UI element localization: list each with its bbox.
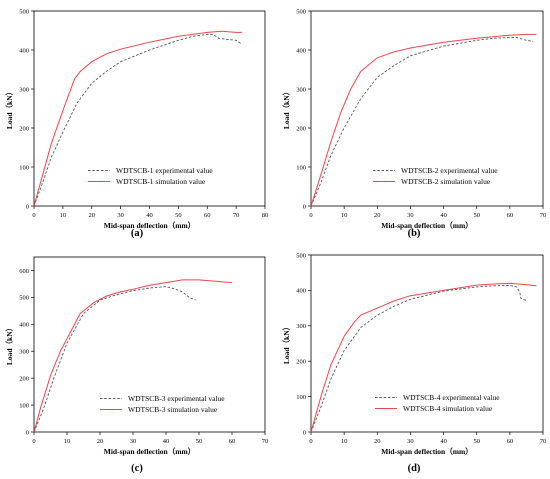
experimental-series-line: [33, 33, 243, 207]
x-tick-label: 0: [309, 212, 312, 219]
legend-label: WDTSCB-3 simulation value: [128, 405, 218, 414]
x-tick-label: 0: [309, 438, 312, 445]
x-tick-label: 20: [374, 438, 381, 445]
x-tick-label: 70: [233, 212, 240, 219]
experimental-series-line: [310, 284, 527, 433]
panel-label: (b): [408, 228, 421, 239]
x-tick-label: 20: [97, 438, 104, 445]
y-tick-label: 300: [296, 323, 306, 330]
simulation-series-line: [33, 279, 233, 433]
y-tick-label: 400: [296, 47, 306, 54]
x-tick-label: 10: [60, 212, 67, 219]
y-tick-label: 0: [303, 429, 306, 436]
y-tick-label: 100: [296, 164, 306, 171]
y-tick-label: 600: [19, 268, 29, 275]
plot-frame: [310, 254, 544, 433]
y-tick-label: 100: [19, 402, 29, 409]
y-tick-label: 300: [19, 86, 29, 93]
x-tick-label: 60: [204, 212, 211, 219]
experimental-series-line: [33, 286, 196, 433]
y-axis-label: Load（kN）: [281, 88, 291, 129]
x-tick-label: 60: [507, 438, 514, 445]
x-axis-label: Mid-span deflection（mm）: [381, 220, 472, 230]
simulation-series-line: [310, 282, 537, 433]
y-tick-label: 400: [19, 322, 29, 329]
simulation-series-line: [310, 33, 537, 207]
panel-label: (c): [131, 463, 143, 474]
x-axis-label: Mid-span deflection（mm）: [104, 446, 195, 456]
x-tick-label: 50: [473, 212, 480, 219]
x-tick-label: 30: [407, 212, 414, 219]
x-tick-label: 0: [32, 212, 35, 219]
x-tick-label: 70: [540, 438, 547, 445]
simulation-series-line: [33, 30, 242, 207]
legend-label: WDTSCB-4 experimental value: [403, 393, 500, 402]
x-tick-label: 50: [196, 438, 203, 445]
x-tick-label: 10: [64, 438, 71, 445]
x-tick-label: 20: [374, 212, 381, 219]
x-tick-label: 40: [163, 438, 170, 445]
y-tick-label: 500: [19, 295, 29, 302]
chart-panel-2: 0 10 20 30 40 50 60 70 0 100 200 300 400 500 Mid-span …: [281, 8, 546, 239]
x-tick-label: 40: [146, 212, 153, 219]
x-tick-label: 40: [440, 212, 447, 219]
x-tick-label: 30: [130, 438, 137, 445]
legend-label: WDTSCB-3 experimental value: [128, 394, 225, 403]
panel-label: (d): [408, 463, 421, 474]
x-tick-label: 50: [175, 212, 182, 219]
y-tick-label: 0: [26, 203, 29, 210]
chart-panel-4: 0 10 20 30 40 50 60 70 0 100 200 300 400 500 Mid-span …: [281, 252, 546, 474]
x-tick-label: 60: [229, 438, 236, 445]
y-tick-label: 100: [296, 394, 306, 401]
y-tick-label: 0: [26, 429, 29, 436]
y-axis-label: Load（kN）: [4, 324, 14, 365]
y-tick-label: 500: [296, 252, 306, 259]
y-tick-label: 500: [19, 8, 29, 15]
x-tick-label: 80: [262, 212, 269, 219]
y-tick-label: 200: [19, 125, 29, 132]
x-axis-label: Mid-span deflection（mm）: [104, 220, 195, 230]
y-tick-label: 200: [296, 125, 306, 132]
y-tick-label: 400: [19, 47, 29, 54]
y-tick-label: 200: [19, 375, 29, 382]
x-tick-label: 40: [440, 438, 447, 445]
legend-label: WDTSCB-1 simulation value: [116, 177, 206, 186]
y-tick-label: 100: [19, 164, 29, 171]
x-tick-label: 70: [262, 438, 269, 445]
x-tick-label: 60: [507, 212, 514, 219]
legend-label: WDTSCB-1 experimental value: [116, 166, 213, 175]
y-axis-label: Load（kN）: [281, 323, 291, 364]
experimental-series-line: [310, 37, 534, 207]
y-tick-label: 500: [296, 8, 306, 15]
y-axis-label: Load（kN）: [4, 88, 14, 129]
plot-frame: [310, 10, 544, 207]
x-tick-label: 20: [89, 212, 96, 219]
x-tick-label: 30: [117, 212, 124, 219]
y-tick-label: 300: [296, 86, 306, 93]
x-tick-label: 50: [473, 438, 480, 445]
x-tick-label: 30: [407, 438, 414, 445]
y-tick-label: 200: [296, 359, 306, 366]
chart-panel-1: 0 10 20 30 40 50 60 70 80 0 100 200 300 400 500 Mid-spa…: [4, 8, 268, 239]
legend-label: WDTSCB-2 simulation value: [401, 177, 491, 186]
legend-label: WDTSCB-2 experimental value: [401, 166, 498, 175]
y-tick-label: 400: [296, 288, 306, 295]
x-axis-label: Mid-span deflection（mm）: [381, 446, 472, 456]
x-tick-label: 70: [540, 212, 547, 219]
chart-panel-3: 0 10 20 30 40 50 60 70 0 100 200 300 400 500 600 Mid-sp…: [4, 256, 269, 474]
plot-frame: [33, 256, 266, 433]
panel-label: (a): [131, 228, 144, 239]
y-tick-label: 0: [303, 203, 306, 210]
legend-label: WDTSCB-4 simulation value: [403, 404, 493, 413]
x-tick-label: 10: [341, 438, 348, 445]
x-tick-label: 10: [341, 212, 348, 219]
y-tick-label: 300: [19, 349, 29, 356]
x-tick-label: 0: [32, 438, 35, 445]
